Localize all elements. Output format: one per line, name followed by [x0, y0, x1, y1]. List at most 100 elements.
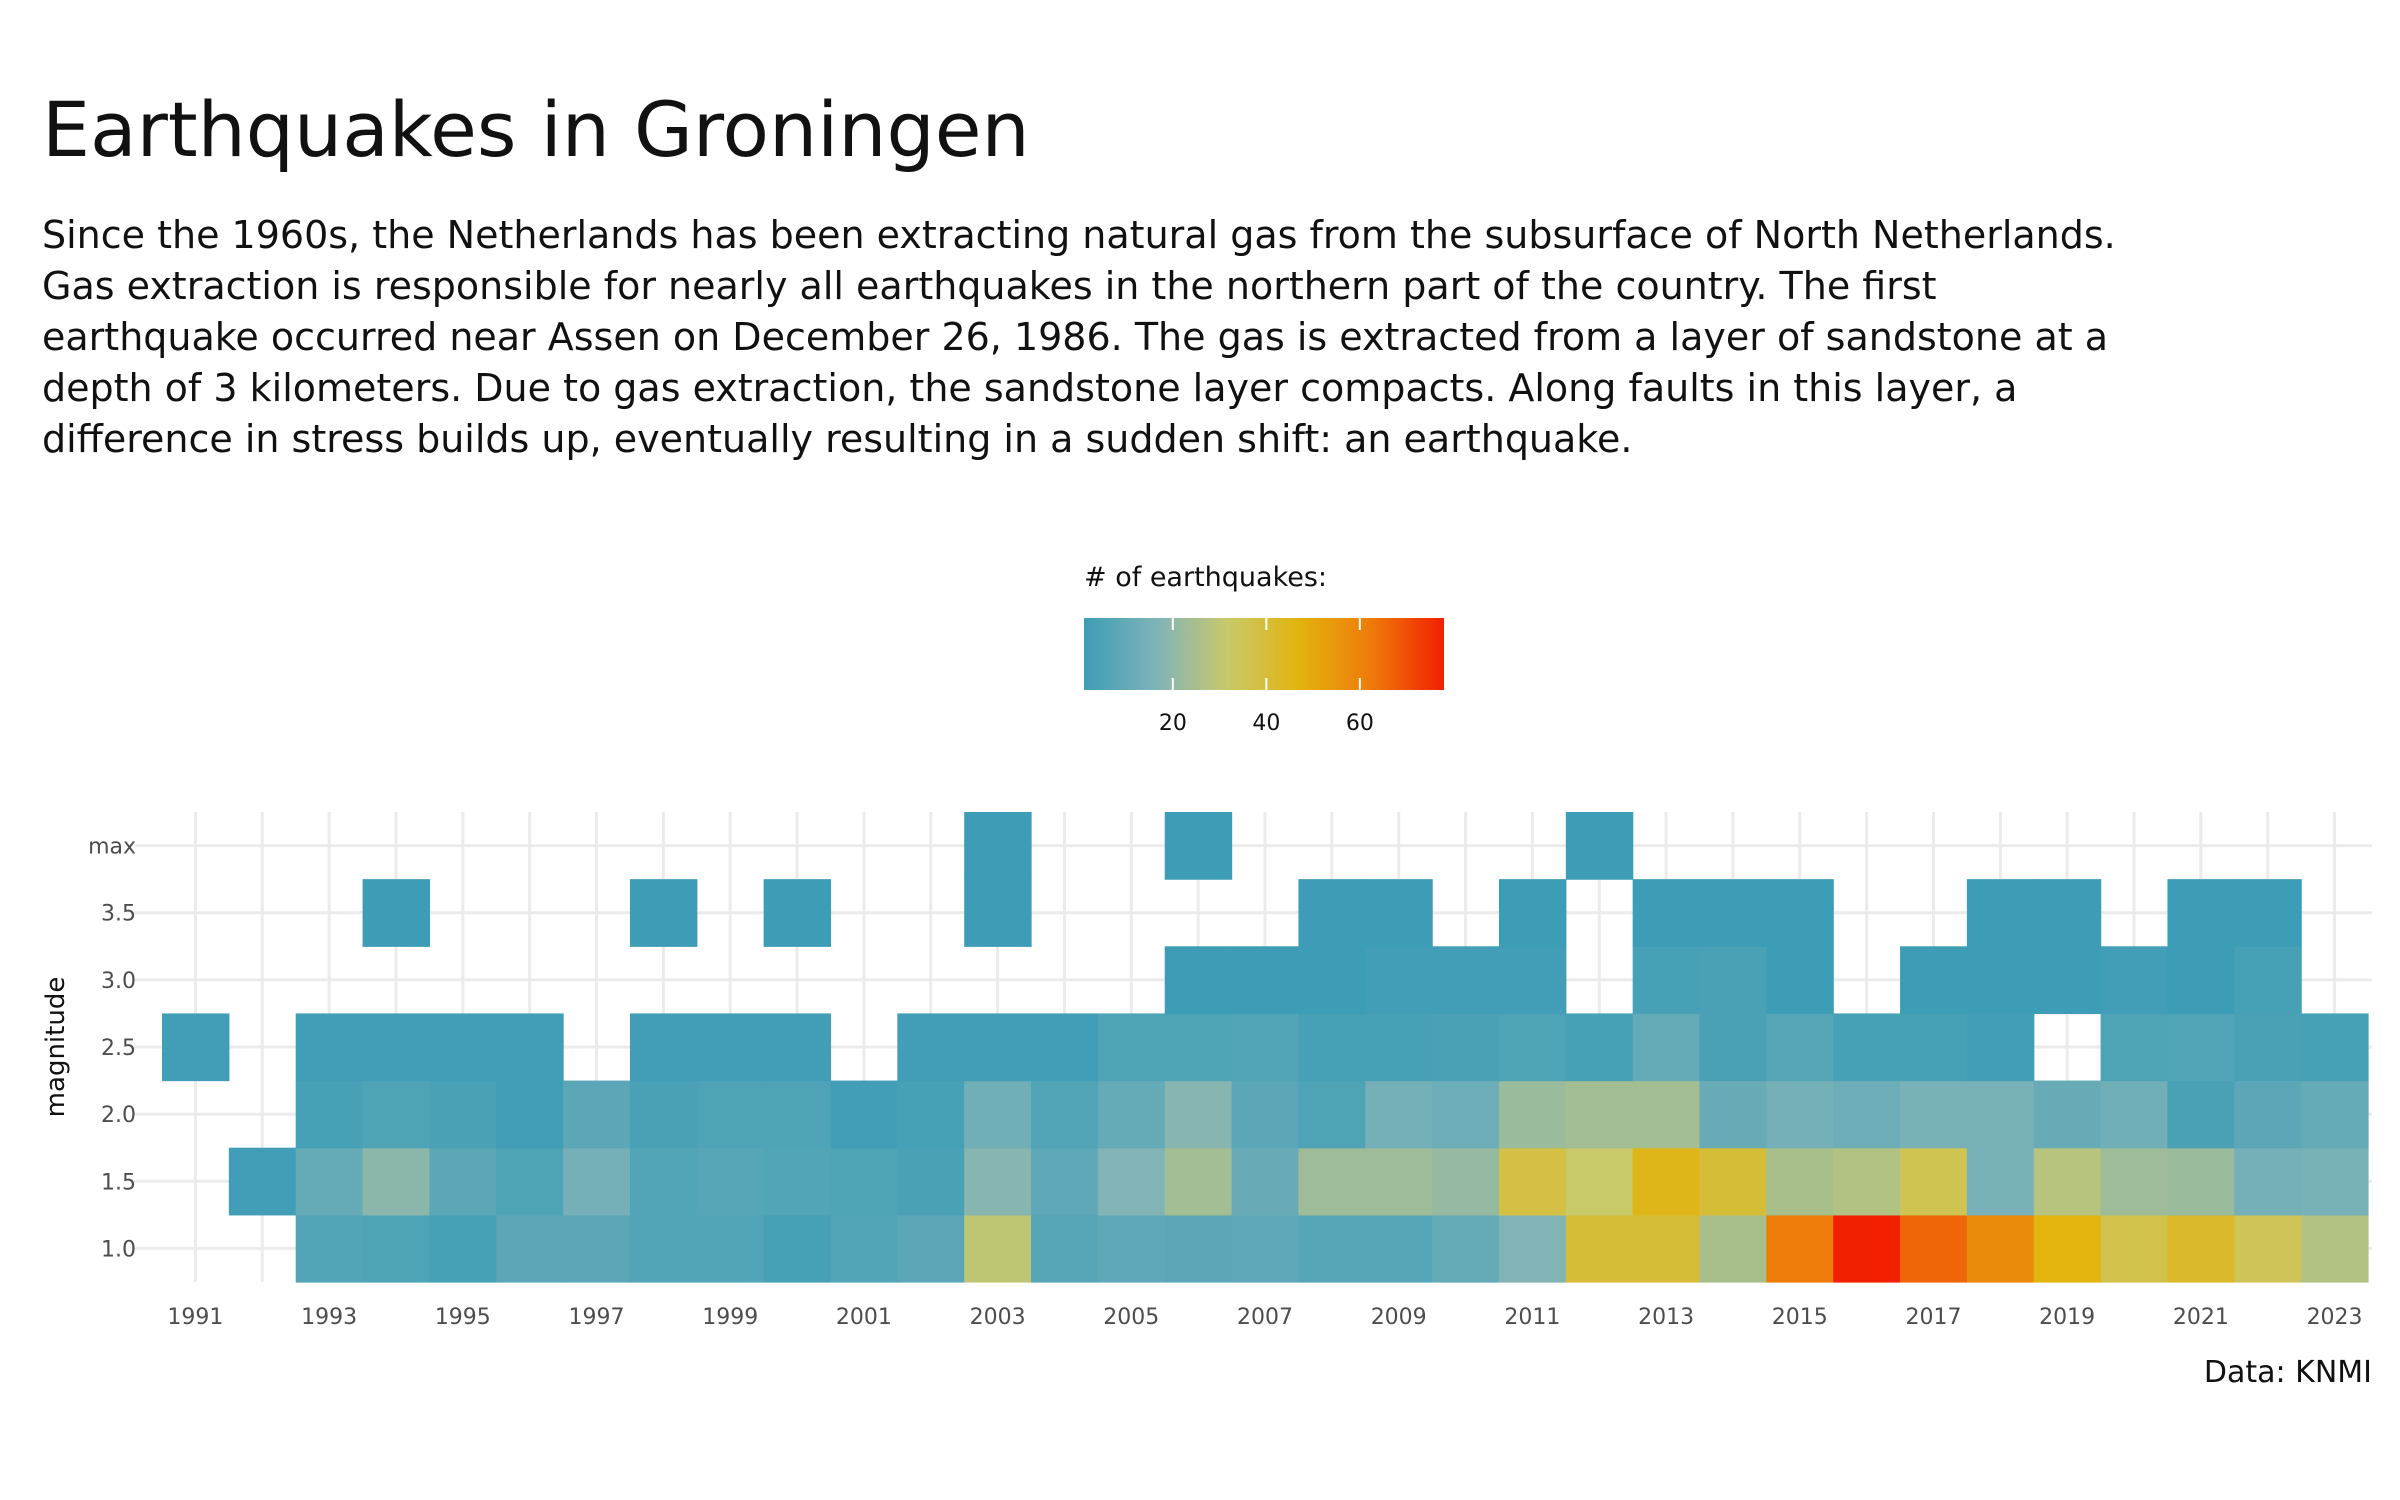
- heatmap-cell: [2234, 1147, 2302, 1216]
- chart-subtitle: Since the 1960s, the Netherlands has bee…: [42, 213, 2116, 461]
- heatmap-cell: [295, 1013, 364, 1082]
- heatmap-cell: [429, 1080, 497, 1149]
- heatmap-chart: 1991 1993 1995 1997 1999 2001 2003 2005 2007 2009…: [41, 812, 2372, 1330]
- y-axis-label: magnitude: [41, 977, 71, 1118]
- y-tick-label: 1.5: [101, 1170, 136, 1195]
- heatmap-cell: [830, 1214, 898, 1283]
- heatmap-cell: [2301, 1147, 2369, 1216]
- heatmap-cell: [2167, 1147, 2235, 1216]
- heatmap-cell: [1632, 1080, 1701, 1149]
- heatmap-cell: [1833, 1147, 1901, 1216]
- heatmap-cell: [1632, 1147, 1701, 1216]
- heatmap-cell: [362, 1013, 430, 1082]
- heatmap-cell: [1632, 1013, 1701, 1082]
- heatmap-cell: [629, 1080, 698, 1149]
- heatmap-cell: [563, 1080, 631, 1149]
- heatmap-cell: [1900, 946, 1968, 1015]
- x-tick-label: 2015: [1772, 1305, 1828, 1330]
- heatmap-cell: [563, 1214, 631, 1283]
- heatmap-cell: [763, 1147, 832, 1216]
- heatmap-cell: [2301, 1214, 2369, 1283]
- legend-title: # of earthquakes:: [1084, 562, 1328, 593]
- heatmap-cell: [1298, 946, 1366, 1015]
- heatmap-cell: [1365, 1147, 1433, 1216]
- x-tick-label: 2013: [1638, 1305, 1694, 1330]
- heatmap-cell: [496, 1214, 564, 1283]
- heatmap-cell: [228, 1147, 297, 1216]
- heatmap-cell: [1966, 1013, 2035, 1082]
- legend-tick-label: 40: [1252, 711, 1280, 736]
- heatmap-cell: [2033, 879, 2102, 947]
- x-tick-label: 2017: [1905, 1305, 1961, 1330]
- heatmap-cell: [1365, 1080, 1433, 1149]
- heatmap-cell: [2234, 879, 2302, 947]
- heatmap-cell: [830, 1147, 898, 1216]
- heatmap-cell: [1432, 1080, 1500, 1149]
- heatmap-cell: [696, 1013, 765, 1082]
- heatmap-cell: [696, 1080, 765, 1149]
- heatmap-cell: [2167, 1013, 2235, 1082]
- heatmap-cell: [2234, 1080, 2302, 1149]
- heatmap-cell: [1031, 1013, 1099, 1082]
- heatmap-cell: [1966, 879, 2035, 947]
- x-tick-label: 1999: [702, 1305, 758, 1330]
- heatmap-cell: [629, 1013, 698, 1082]
- legend-colorbar: [1084, 618, 1444, 690]
- heatmap-cell: [1565, 812, 1634, 880]
- y-tick-label: max: [88, 835, 136, 860]
- heatmap-cell: [897, 1147, 965, 1216]
- heatmap-cell: [1231, 1147, 1300, 1216]
- x-tick-label: 2007: [1237, 1305, 1293, 1330]
- heatmap-cell: [2100, 1214, 2169, 1283]
- heatmap-cell: [897, 1013, 965, 1082]
- y-tick-label: 2.5: [101, 1036, 136, 1061]
- heatmap-cell: [1699, 879, 1767, 947]
- heatmap-cell: [2301, 1080, 2369, 1149]
- heatmap-cell: [496, 1080, 564, 1149]
- heatmap-cell: [2100, 946, 2169, 1015]
- heatmap-cell: [295, 1214, 364, 1283]
- heatmap-cell: [1097, 1214, 1166, 1283]
- heatmap-cell: [1900, 1013, 1968, 1082]
- heatmap-cell: [1164, 812, 1233, 880]
- heatmap-cell: [1900, 1080, 1968, 1149]
- heatmap-cell: [1966, 1147, 2035, 1216]
- x-tick-label: 2009: [1371, 1305, 1427, 1330]
- heatmap-cell: [2033, 1214, 2102, 1283]
- y-tick-label: 3.5: [101, 902, 136, 927]
- heatmap-cell: [1565, 1214, 1634, 1283]
- heatmap-cell: [295, 1147, 364, 1216]
- heatmap-cell: [1498, 946, 1567, 1015]
- heatmap-cell: [2167, 1080, 2235, 1149]
- x-tick-label: 2003: [970, 1305, 1026, 1330]
- heatmap-cell: [1565, 1080, 1634, 1149]
- heatmap-cell: [496, 1147, 564, 1216]
- chart-title: Earthquakes in Groningen: [42, 85, 1030, 174]
- heatmap-cell: [1231, 1214, 1300, 1283]
- heatmap-cell: [1766, 1080, 1834, 1149]
- heatmap-cell: [1031, 1080, 1099, 1149]
- heatmap-cell: [1097, 1080, 1166, 1149]
- heatmap-cell: [1031, 1214, 1099, 1283]
- data-source-caption: Data: KNMI: [2203, 1355, 2372, 1390]
- heatmap-cell: [2033, 1147, 2102, 1216]
- heatmap-cell: [2167, 946, 2235, 1015]
- heatmap-cell: [1365, 1013, 1433, 1082]
- heatmap-cell: [1766, 1013, 1834, 1082]
- y-tick-label: 3.0: [101, 969, 136, 994]
- heatmap-cell: [629, 1147, 698, 1216]
- heatmap-cell: [1833, 1013, 1901, 1082]
- heatmap-cell: [2234, 946, 2302, 1015]
- x-tick-label: 1991: [167, 1305, 223, 1330]
- heatmap-cell: [1432, 1214, 1500, 1283]
- heatmap-cell: [1699, 1214, 1767, 1283]
- heatmap-cell: [1498, 1147, 1567, 1216]
- heatmap-cell: [362, 1080, 430, 1149]
- heatmap-cell: [763, 1080, 832, 1149]
- heatmap-cell: [1298, 1080, 1366, 1149]
- heatmap-cell: [1298, 1214, 1366, 1283]
- heatmap-cell: [162, 1013, 230, 1082]
- x-tick-label: 2011: [1504, 1305, 1560, 1330]
- heatmap-cell: [1632, 879, 1701, 947]
- heatmap-cell: [2167, 879, 2235, 947]
